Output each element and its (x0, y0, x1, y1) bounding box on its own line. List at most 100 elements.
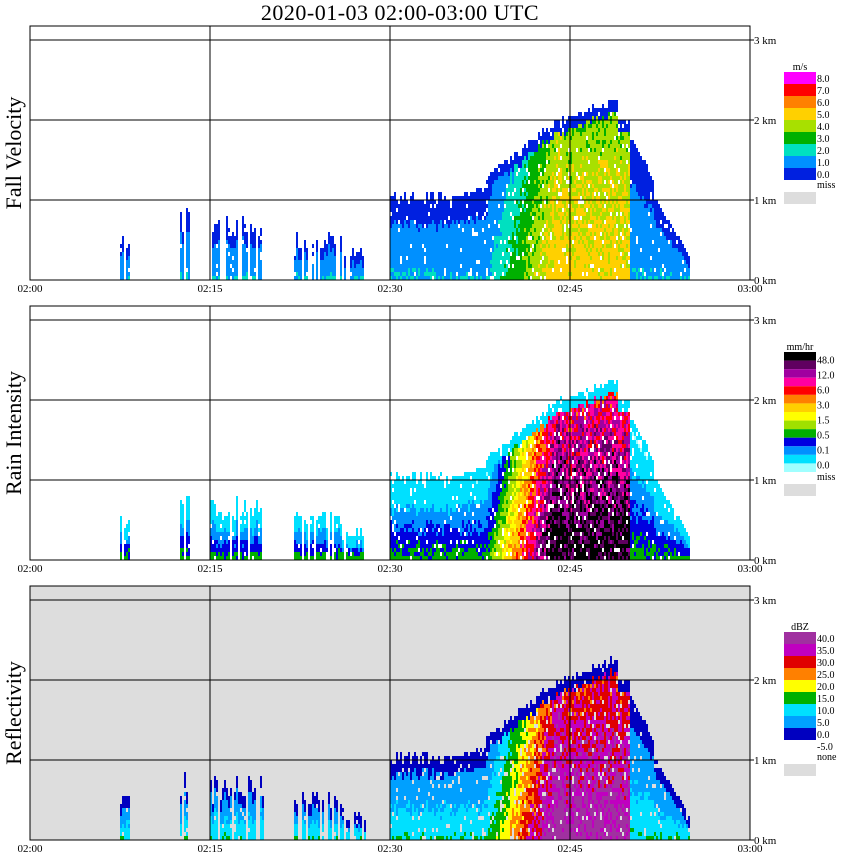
echo-cell (558, 128, 560, 132)
echo-cell (252, 520, 254, 524)
echo-cell (686, 272, 688, 276)
echo-cell (638, 180, 640, 184)
legend-level: 3.0 (817, 134, 830, 145)
echo-cell (558, 120, 560, 124)
echo-cell (462, 224, 464, 228)
echo-cell (410, 216, 412, 220)
echo-cell (534, 204, 536, 208)
echo-cell (514, 232, 516, 236)
echo-cell (648, 256, 650, 260)
echo-cell (642, 264, 644, 268)
echo-cell (532, 252, 534, 256)
echo-cell (548, 200, 550, 204)
echo-cell (460, 200, 462, 204)
echo-cell (468, 260, 470, 264)
echo-cell (128, 520, 130, 524)
echo-cell (622, 244, 624, 248)
echo-cell (620, 248, 622, 252)
echo-cell (578, 264, 580, 268)
echo-cell (492, 208, 494, 212)
echo-cell (390, 208, 392, 212)
echo-cell (582, 256, 584, 260)
echo-cell (538, 276, 540, 280)
echo-cell (652, 200, 654, 204)
echo-cell (628, 132, 630, 136)
echo-cell (258, 528, 260, 532)
echo-cell (390, 244, 392, 248)
echo-cell (442, 272, 444, 276)
echo-cell (560, 184, 562, 188)
echo-cell (646, 240, 648, 244)
echo-cell (596, 256, 598, 260)
echo-cell (632, 188, 634, 192)
echo-cell (452, 220, 454, 224)
echo-cell (606, 188, 608, 192)
echo-cell (608, 260, 610, 264)
echo-cell (298, 248, 300, 252)
echo-cell (598, 272, 600, 276)
echo-cell (250, 228, 252, 232)
echo-cell (534, 224, 536, 228)
echo-cell (414, 200, 416, 204)
echo-cell (612, 232, 614, 236)
echo-cell (542, 172, 544, 176)
echo-cell (396, 216, 398, 220)
echo-cell (492, 240, 494, 244)
echo-cell (524, 188, 526, 192)
echo-cell (458, 232, 460, 236)
echo-cell (470, 212, 472, 216)
echo-cell (180, 216, 182, 220)
echo-cell (610, 160, 612, 164)
echo-cell (416, 248, 418, 252)
echo-cell (180, 544, 182, 548)
echo-cell (516, 164, 518, 168)
echo-cell (628, 160, 630, 164)
echo-cell (220, 532, 222, 536)
echo-cell (122, 268, 124, 272)
echo-cell (624, 248, 626, 252)
echo-cell (408, 256, 410, 260)
echo-cell (630, 172, 632, 176)
echo-cell (428, 268, 430, 272)
echo-cell (570, 260, 572, 264)
echo-cell (120, 524, 122, 528)
echo-cell (570, 200, 572, 204)
echo-cell (394, 244, 396, 248)
echo-cell (232, 544, 234, 548)
echo-cell (586, 212, 588, 216)
echo-cell (498, 240, 500, 244)
echo-cell (634, 176, 636, 180)
echo-cell (506, 268, 508, 272)
echo-cell (652, 228, 654, 232)
echo-cell (638, 220, 640, 224)
echo-cell (228, 540, 230, 544)
echo-cell (606, 172, 608, 176)
echo-cell (650, 232, 652, 236)
echo-cell (450, 208, 452, 212)
echo-cell (552, 260, 554, 264)
echo-cell (500, 172, 502, 176)
echo-cell (216, 240, 218, 244)
y-tick-label: 2 km (754, 115, 777, 127)
echo-cell (644, 192, 646, 196)
echo-cell (600, 188, 602, 192)
echo-cell (574, 260, 576, 264)
echo-cell (528, 248, 530, 252)
echo-cell (638, 256, 640, 260)
echo-cell (360, 272, 362, 276)
echo-cell (582, 188, 584, 192)
echo-cell (558, 204, 560, 208)
echo-cell (522, 208, 524, 212)
echo-cell (414, 252, 416, 256)
echo-cell (474, 212, 476, 216)
echo-cell (640, 196, 642, 200)
echo-cell (414, 212, 416, 216)
echo-cell (222, 528, 224, 532)
echo-cell (584, 232, 586, 236)
echo-cell (486, 236, 488, 240)
echo-cell (670, 264, 672, 268)
echo-cell (226, 516, 228, 520)
echo-cell (120, 528, 122, 532)
echo-cell (528, 168, 530, 172)
echo-cell (570, 144, 572, 148)
